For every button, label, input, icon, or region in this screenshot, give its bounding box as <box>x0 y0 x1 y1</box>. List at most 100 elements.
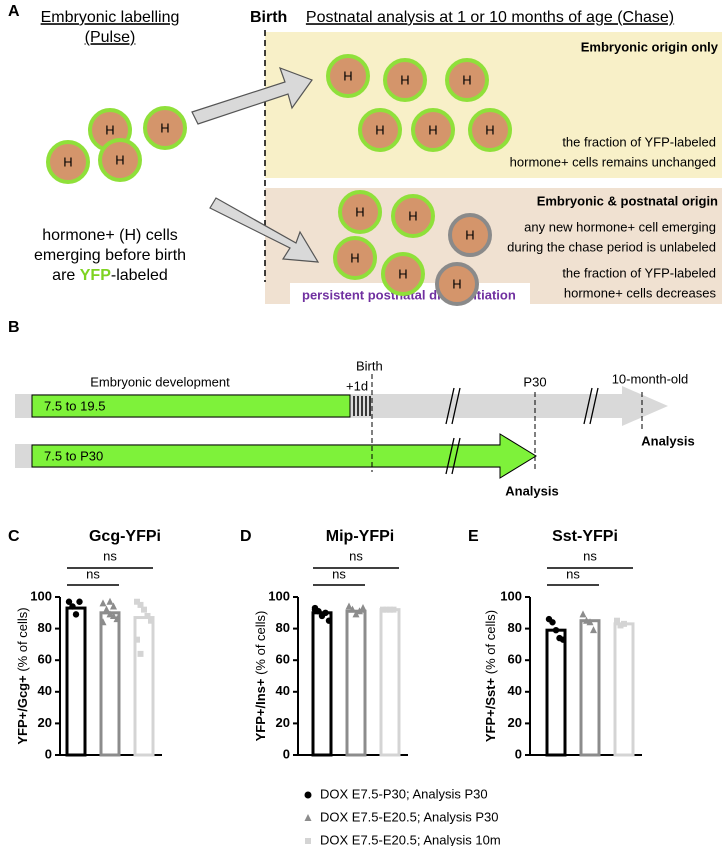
sig-label: ns <box>349 548 363 563</box>
left-text: -labeled <box>111 267 168 284</box>
pulse-bar <box>31 394 351 418</box>
left-text: emerging before birth <box>34 247 186 264</box>
point <box>110 611 117 619</box>
point <box>134 598 140 605</box>
bar <box>613 622 635 757</box>
y-axis-label: YFP+/Gcg+ (% of cells) <box>15 607 30 744</box>
bar <box>379 608 401 757</box>
cell <box>448 213 492 257</box>
legend-marker <box>304 791 312 799</box>
y-axis-label: YFP+/Ins+ <box>253 678 268 741</box>
cell <box>333 236 377 280</box>
embryonic-label: Embryonic development <box>90 374 230 389</box>
panel-letter: D <box>240 528 252 545</box>
left-text: are YFP-labeled <box>52 267 168 284</box>
cell <box>391 194 435 238</box>
box2-text: any new hormone+ cell emerging <box>524 219 716 234</box>
box2-text: hormone+ cells decreases <box>564 285 717 300</box>
legend-marker <box>305 838 311 844</box>
bar <box>545 628 567 757</box>
point <box>137 650 144 657</box>
panel-letter: E <box>468 528 479 545</box>
analysis-label: Analysis <box>641 433 694 448</box>
point <box>387 606 393 613</box>
point <box>590 626 597 634</box>
yfp-word: YFP <box>80 267 111 284</box>
bar <box>99 611 121 757</box>
stripes <box>353 396 371 416</box>
point <box>311 606 319 613</box>
point <box>549 619 556 626</box>
y-tick-label: 0 <box>515 746 522 761</box>
box1-title: Embryonic origin only <box>581 39 719 54</box>
point <box>552 626 560 634</box>
cell <box>143 106 187 150</box>
pulse-title: Embryonic labelling <box>41 9 180 26</box>
chase-title: Postnatal analysis at 1 or 10 months of … <box>306 9 674 26</box>
point <box>144 612 151 619</box>
y-tick-label: 100 <box>500 588 522 603</box>
y-tick-label: 40 <box>276 683 290 698</box>
pulse-bar-label: 7.5 to 19.5 <box>44 398 105 413</box>
y-tick-label: 20 <box>38 715 52 730</box>
pulse-arrow-label: 7.5 to P30 <box>44 448 103 463</box>
cell <box>435 262 479 306</box>
p30-label: P30 <box>523 374 546 389</box>
y-axis-unit: (% of cells) <box>483 610 498 674</box>
left-text: are <box>52 267 80 284</box>
point <box>617 622 624 629</box>
bar <box>579 619 601 757</box>
point <box>113 615 121 623</box>
sig-label: ns <box>583 548 597 563</box>
cell <box>98 138 142 182</box>
legend-label: DOX E7.5-E20.5; Analysis P30 <box>320 809 498 824</box>
panel-letter: A <box>8 3 20 20</box>
y-axis-unit: (% of cells) <box>253 611 268 675</box>
point <box>110 602 117 610</box>
point <box>383 606 390 613</box>
y-tick-label: 100 <box>30 588 52 603</box>
cell <box>326 54 370 98</box>
cell-label: H <box>375 122 384 137</box>
point <box>352 610 360 618</box>
point <box>586 618 594 626</box>
point <box>390 606 397 613</box>
point <box>99 618 107 626</box>
cell-label: H <box>398 266 407 281</box>
cell-label: H <box>350 250 359 265</box>
y-tick-label: 60 <box>508 652 522 667</box>
plus1d: +1d <box>346 378 368 393</box>
y-tick-label: 20 <box>276 715 290 730</box>
break-marks <box>445 387 599 475</box>
sig-label: ns <box>566 566 580 581</box>
cell-label: H <box>462 72 471 87</box>
cell-label: H <box>452 276 461 291</box>
analysis-label: Analysis <box>505 483 558 498</box>
cell-label: H <box>343 68 352 83</box>
point <box>141 606 147 613</box>
cell-label: H <box>115 152 124 167</box>
sig-label: ns <box>332 566 346 581</box>
y-tick-label: 40 <box>508 683 522 698</box>
bar <box>345 609 367 757</box>
point <box>380 606 386 613</box>
point <box>559 636 567 643</box>
cell <box>411 108 455 152</box>
cell-label: H <box>63 154 72 169</box>
point <box>99 599 107 607</box>
panel-letter: C <box>8 528 20 545</box>
left-text: hormone+ (H) cells <box>42 227 178 244</box>
cell-label: H <box>465 227 474 242</box>
cell <box>338 190 382 234</box>
legend-label: DOX E7.5-E20.5; Analysis 10m <box>320 832 501 846</box>
birth-label: Birth <box>250 9 287 26</box>
cell <box>445 58 489 102</box>
m10-label: 10-month-old <box>612 371 689 386</box>
point <box>137 601 144 608</box>
y-tick-label: 60 <box>38 652 52 667</box>
y-tick-label: 100 <box>268 588 290 603</box>
box1-text: the fraction of YFP-labeled <box>562 134 716 149</box>
point <box>76 598 83 605</box>
chart-title: Mip-YFPi <box>326 528 394 545</box>
